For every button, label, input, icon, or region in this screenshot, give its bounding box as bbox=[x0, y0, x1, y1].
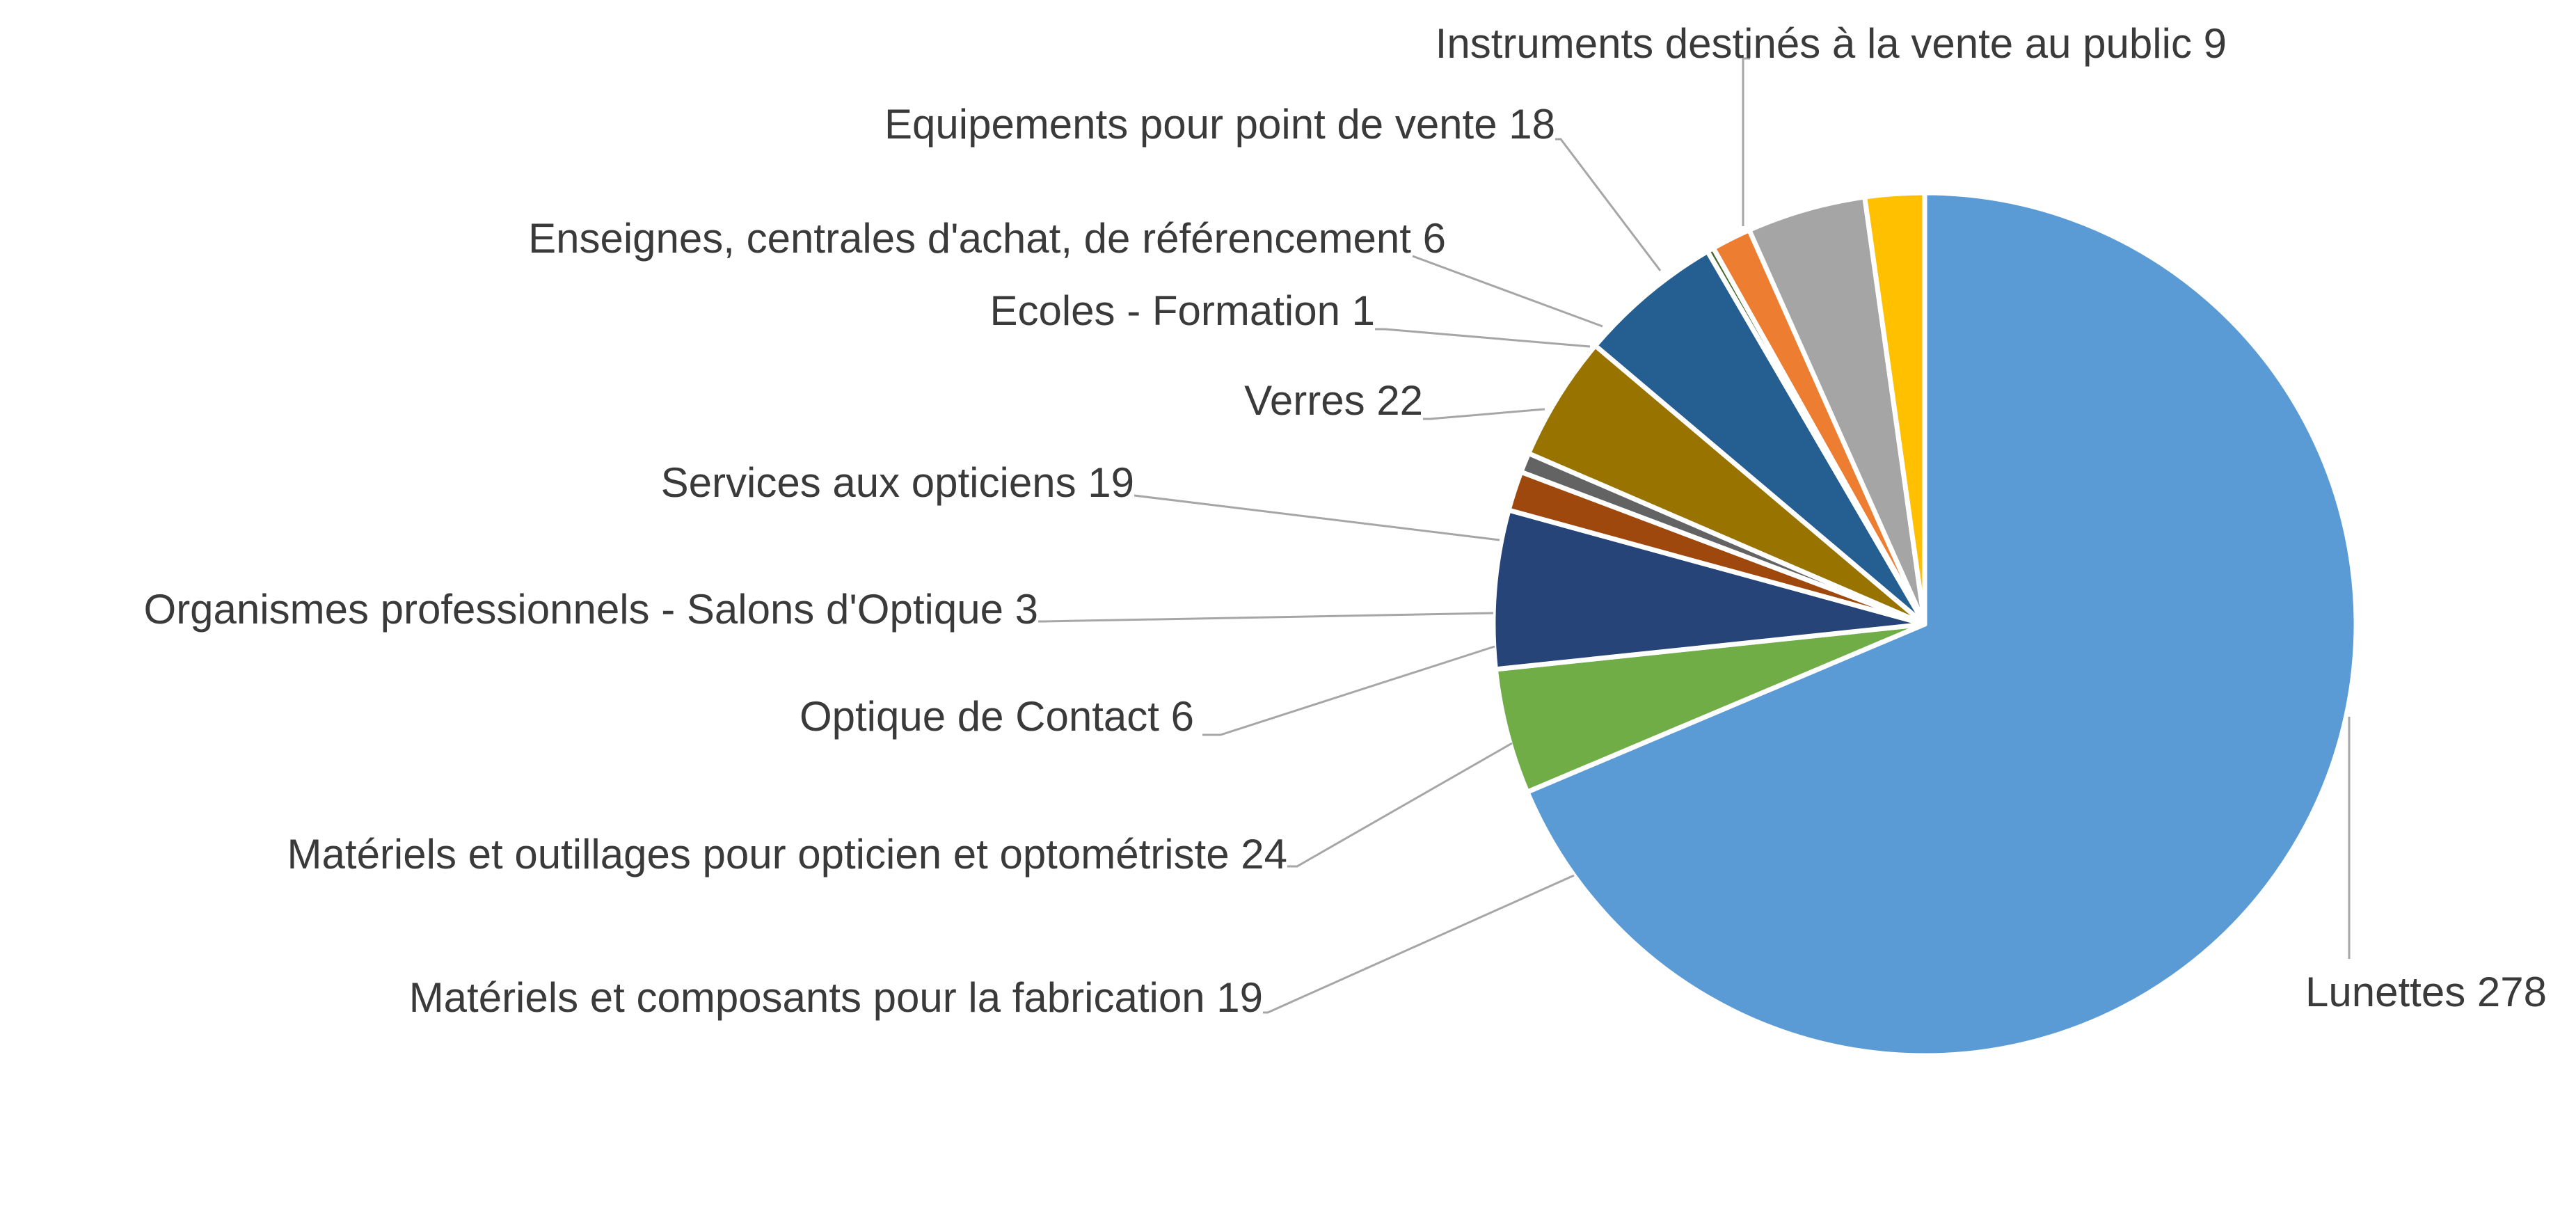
leader-line bbox=[1555, 138, 1662, 271]
data-label: Instruments destinés à la vente au publi… bbox=[1436, 20, 2227, 67]
data-label: Matériels et outillages pour opticien et… bbox=[287, 831, 1287, 878]
data-label: Ecoles - Formation 1 bbox=[989, 287, 1375, 334]
pie-slice bbox=[1490, 507, 1927, 672]
leader-line bbox=[1202, 645, 1495, 736]
data-label: Verres 22 bbox=[1244, 377, 1423, 424]
leader-line bbox=[1038, 612, 1494, 623]
pie-slice bbox=[1493, 621, 1927, 795]
leader-line bbox=[1423, 408, 1545, 420]
leader-line bbox=[1287, 742, 1513, 868]
pie-slice bbox=[1525, 190, 2359, 1058]
data-labels: Lunettes 278 Matériels et composants pour… bbox=[144, 20, 2547, 1021]
pie-slice bbox=[1862, 190, 1927, 627]
data-label: Lunettes 278 bbox=[2305, 969, 2547, 1015]
data-label: Enseignes, centrales d'achat, de référen… bbox=[528, 215, 1446, 262]
leader-line bbox=[1742, 57, 1750, 226]
data-label: Organismes professionnels - Salons d'Opt… bbox=[144, 586, 1038, 633]
data-label: Equipements pour point de vente 18 bbox=[884, 101, 1555, 148]
leader-line bbox=[1375, 328, 1591, 348]
leader-line bbox=[1412, 255, 1603, 328]
data-label: Services aux opticiens 19 bbox=[661, 459, 1134, 506]
leader-line bbox=[1134, 494, 1500, 541]
leader-line bbox=[1263, 874, 1575, 1014]
pie-slice bbox=[1526, 343, 1927, 627]
leader-lines bbox=[1038, 57, 2351, 1014]
pie-slice bbox=[1593, 248, 1927, 627]
data-label: Optique de Contact 6 bbox=[800, 693, 1194, 740]
data-label: Matériels et composants pour la fabricat… bbox=[409, 974, 1263, 1021]
pie-slices bbox=[1490, 190, 2359, 1058]
